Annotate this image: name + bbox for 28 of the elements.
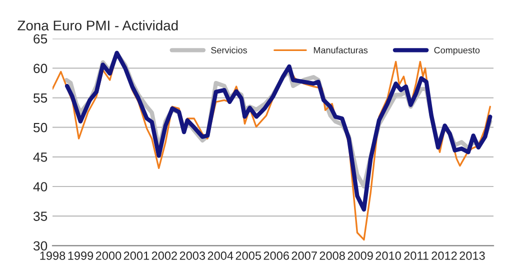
x-tick-label: 2001 (124, 252, 150, 260)
x-tick-label: 2011 (404, 252, 428, 260)
y-tick-label: 40 (33, 182, 48, 192)
x-tick-label: 2012 (432, 252, 457, 260)
x-tick-label: 1999 (68, 252, 94, 260)
y-tick-label: 30 (33, 241, 48, 251)
x-tick-label: 2003 (180, 252, 206, 260)
x-tick-label: 2007 (292, 252, 317, 260)
x-tick-label: 2004 (208, 252, 234, 260)
x-tick-label: 2000 (96, 252, 122, 260)
chart-title: Zona Euro PMI - Actividad (18, 20, 178, 30)
x-tick-label: 2006 (264, 252, 289, 260)
x-tick-label: 2013 (460, 252, 485, 260)
y-tick-label: 65 (34, 34, 48, 44)
x-tick-label: 2002 (152, 252, 177, 260)
legend-label: Servicios (211, 46, 247, 54)
legend-label: Manufacturas (314, 46, 368, 54)
x-tick-label: 2005 (236, 252, 262, 260)
y-tick-label: 45 (33, 152, 48, 162)
x-tick-label: 2008 (320, 252, 345, 260)
legend-label: Compuesto (434, 47, 480, 56)
y-tick-label: 35 (33, 212, 48, 221)
x-tick-label: 2009 (348, 252, 373, 260)
x-tick-label: 2010 (376, 252, 401, 260)
y-tick-label: 50 (33, 122, 48, 132)
x-tick-label: 1998 (40, 252, 66, 260)
y-tick-label: 55 (33, 93, 48, 103)
y-tick-label: 60 (34, 64, 48, 74)
